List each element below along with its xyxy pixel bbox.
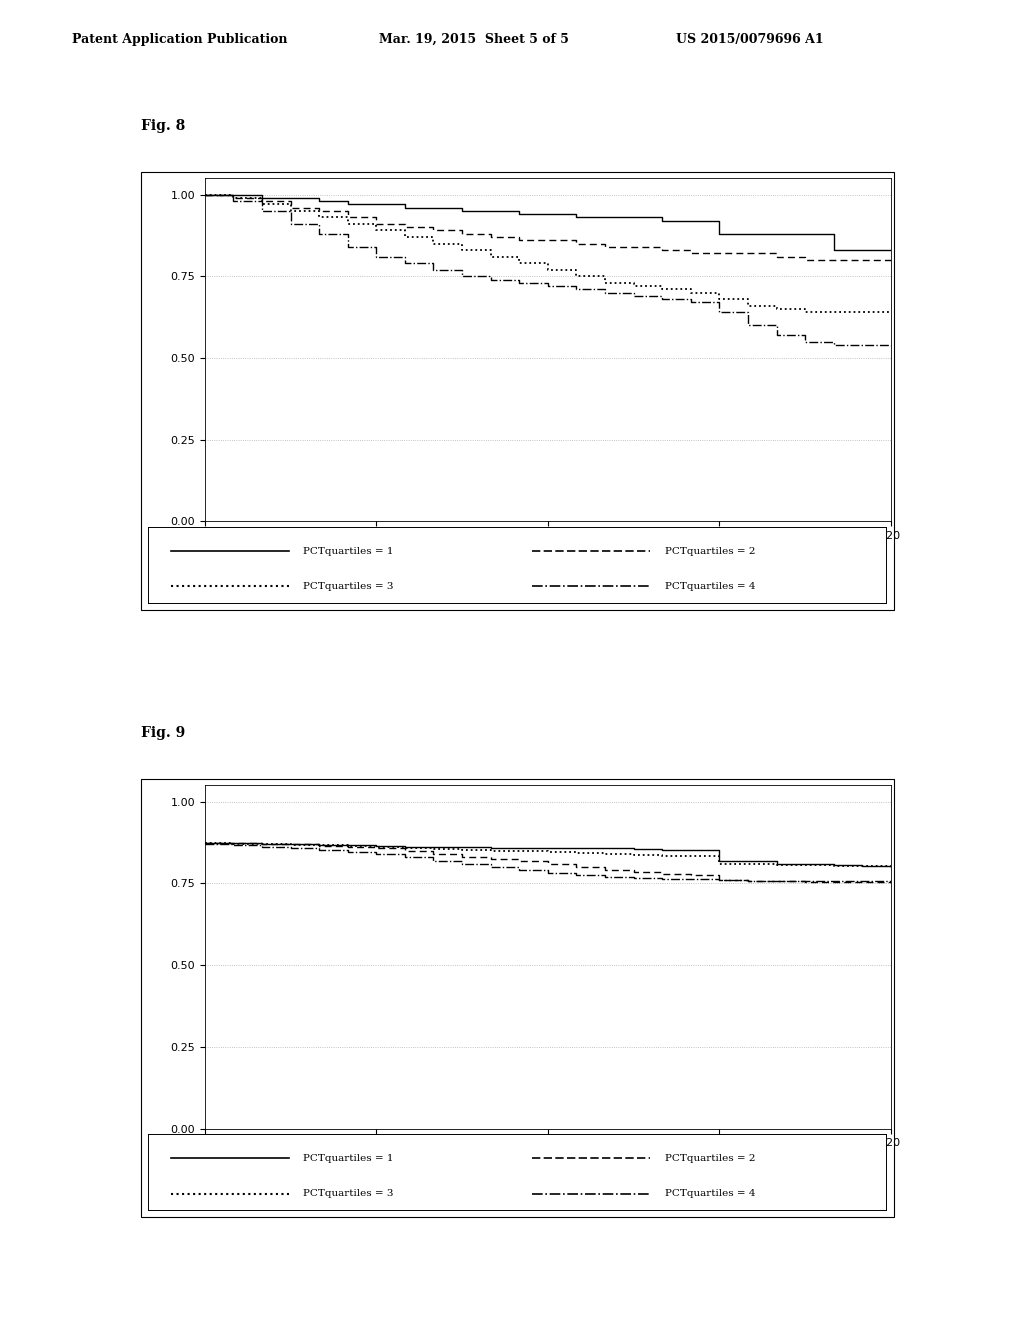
Text: Mar. 19, 2015  Sheet 5 of 5: Mar. 19, 2015 Sheet 5 of 5 [379, 33, 568, 46]
Text: Patent Application Publication: Patent Application Publication [72, 33, 287, 46]
Text: PCTquartiles = 1: PCTquartiles = 1 [303, 546, 394, 556]
Text: PCTquartiles = 2: PCTquartiles = 2 [665, 546, 755, 556]
X-axis label: Survival time (months): Survival time (months) [483, 1154, 612, 1164]
Text: US 2015/0079696 A1: US 2015/0079696 A1 [676, 33, 823, 46]
Text: Fig. 9: Fig. 9 [141, 726, 185, 741]
Text: PCTquartiles = 1: PCTquartiles = 1 [303, 1154, 394, 1163]
Text: PCTquartiles = 2: PCTquartiles = 2 [665, 1154, 755, 1163]
X-axis label: Survial time (months): Survial time (months) [486, 546, 609, 557]
Text: PCTquartiles = 4: PCTquartiles = 4 [665, 1189, 755, 1199]
Text: PCTquartiles = 3: PCTquartiles = 3 [303, 582, 394, 591]
Text: PCTquartiles = 3: PCTquartiles = 3 [303, 1189, 394, 1199]
Text: PCTquartiles = 4: PCTquartiles = 4 [665, 582, 755, 591]
Text: Fig. 8: Fig. 8 [141, 119, 185, 133]
